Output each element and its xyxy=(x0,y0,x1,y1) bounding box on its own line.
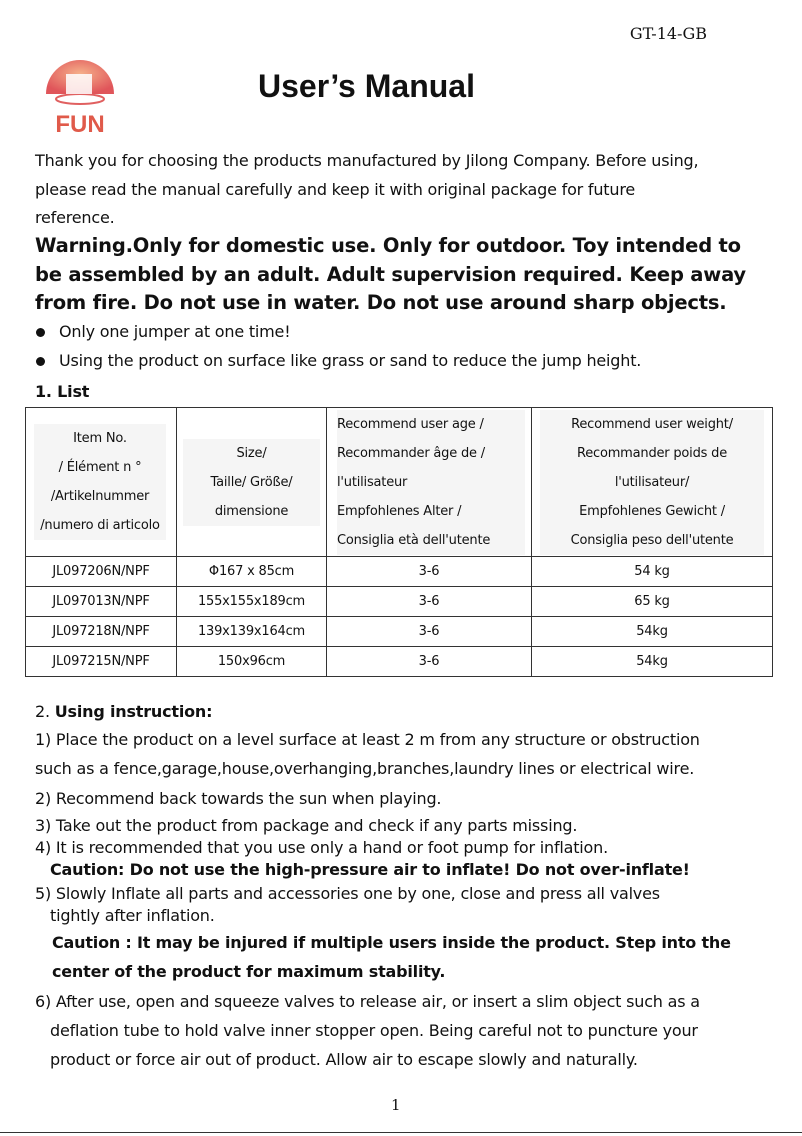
footer-divider xyxy=(0,1132,802,1133)
table-header-row: Item No. / Élément n °/Artikelnummer/nume… xyxy=(25,407,773,557)
svg-text:FUN: FUN xyxy=(55,111,104,136)
instruction-line: 3) Take out the product from package and… xyxy=(35,816,578,835)
instruction-line: 1) Place the product on a level surface … xyxy=(35,730,700,749)
cell-size: 155x155x189cm xyxy=(176,586,327,617)
instruction-line: such as a fence,garage,house,overhanging… xyxy=(35,759,695,778)
product-table: Item No. / Élément n °/Artikelnummer/nume… xyxy=(25,407,773,677)
caution-line: center of the product for maximum stabil… xyxy=(52,962,446,981)
bullet-item: Using the product on surface like grass … xyxy=(36,351,641,370)
cell-weight: 54kg xyxy=(531,646,773,677)
cell-item: JL097206N/NPF xyxy=(25,556,177,587)
warning-line: be assembled by an adult. Adult supervis… xyxy=(35,263,746,286)
cell-size: Φ167 x 85cm xyxy=(176,556,327,587)
list-heading: 1. List xyxy=(35,382,90,401)
header-weight: Recommend user weight/Recommander poids … xyxy=(531,407,773,557)
cell-item: JL097215N/NPF xyxy=(25,646,177,677)
cell-age: 3-6 xyxy=(326,646,532,677)
cell-age: 3-6 xyxy=(326,616,532,647)
fun-logo: FUN xyxy=(46,60,114,136)
cell-size: 150x96cm xyxy=(176,646,327,677)
bullet-item: Only one jumper at one time! xyxy=(36,322,291,341)
table-row: JL097215N/NPF 150x96cm 3-6 54kg xyxy=(25,646,773,677)
table-row: JL097206N/NPF Φ167 x 85cm 3-6 54 kg xyxy=(25,556,773,587)
header-size: Size/Taille/ Größe/dimensione xyxy=(176,407,327,557)
page-number: 1 xyxy=(391,1096,401,1114)
page-title: User’s Manual xyxy=(258,68,475,104)
cell-age: 3-6 xyxy=(326,586,532,617)
intro-line: please read the manual carefully and kee… xyxy=(35,180,635,199)
intro-line: Thank you for choosing the products manu… xyxy=(35,151,699,170)
caution-line: Caution : It may be injured if multiple … xyxy=(52,933,731,952)
cell-weight: 54 kg xyxy=(531,556,773,587)
caution-line: Caution: Do not use the high-pressure ai… xyxy=(50,860,690,879)
instruction-line: 5) Slowly Inflate all parts and accessor… xyxy=(35,884,660,903)
instruction-line: tightly after inflation. xyxy=(50,906,215,925)
warning-line: Warning.Only for domestic use. Only for … xyxy=(35,234,741,257)
cell-weight: 65 kg xyxy=(531,586,773,617)
cell-item: JL097218N/NPF xyxy=(25,616,177,647)
instruction-line: 6) After use, open and squeeze valves to… xyxy=(35,992,700,1011)
intro-line: reference. xyxy=(35,208,115,227)
header-item-no: Item No. / Élément n °/Artikelnummer/nume… xyxy=(25,407,177,557)
instruction-line: deflation tube to hold valve inner stopp… xyxy=(50,1021,698,1040)
cell-age: 3-6 xyxy=(326,556,532,587)
instructions-heading: 2. Using instruction: xyxy=(35,702,213,721)
instruction-line: 4) It is recommended that you use only a… xyxy=(35,838,608,857)
document-code: GT-14-GB xyxy=(629,24,707,43)
instruction-line: product or force air out of product. All… xyxy=(50,1050,638,1069)
warning-line: from fire. Do not use in water. Do not u… xyxy=(35,291,727,314)
cell-size: 139x139x164cm xyxy=(176,616,327,647)
table-row: JL097218N/NPF 139x139x164cm 3-6 54kg xyxy=(25,616,773,647)
cell-item: JL097013N/NPF xyxy=(25,586,177,617)
instruction-line: 2) Recommend back towards the sun when p… xyxy=(35,789,442,808)
header-age: Recommend user age / Recommander âge de /… xyxy=(326,407,532,557)
bullet-icon xyxy=(36,357,45,366)
cell-weight: 54kg xyxy=(531,616,773,647)
table-row: JL097013N/NPF 155x155x189cm 3-6 65 kg xyxy=(25,586,773,617)
bullet-icon xyxy=(36,328,45,337)
